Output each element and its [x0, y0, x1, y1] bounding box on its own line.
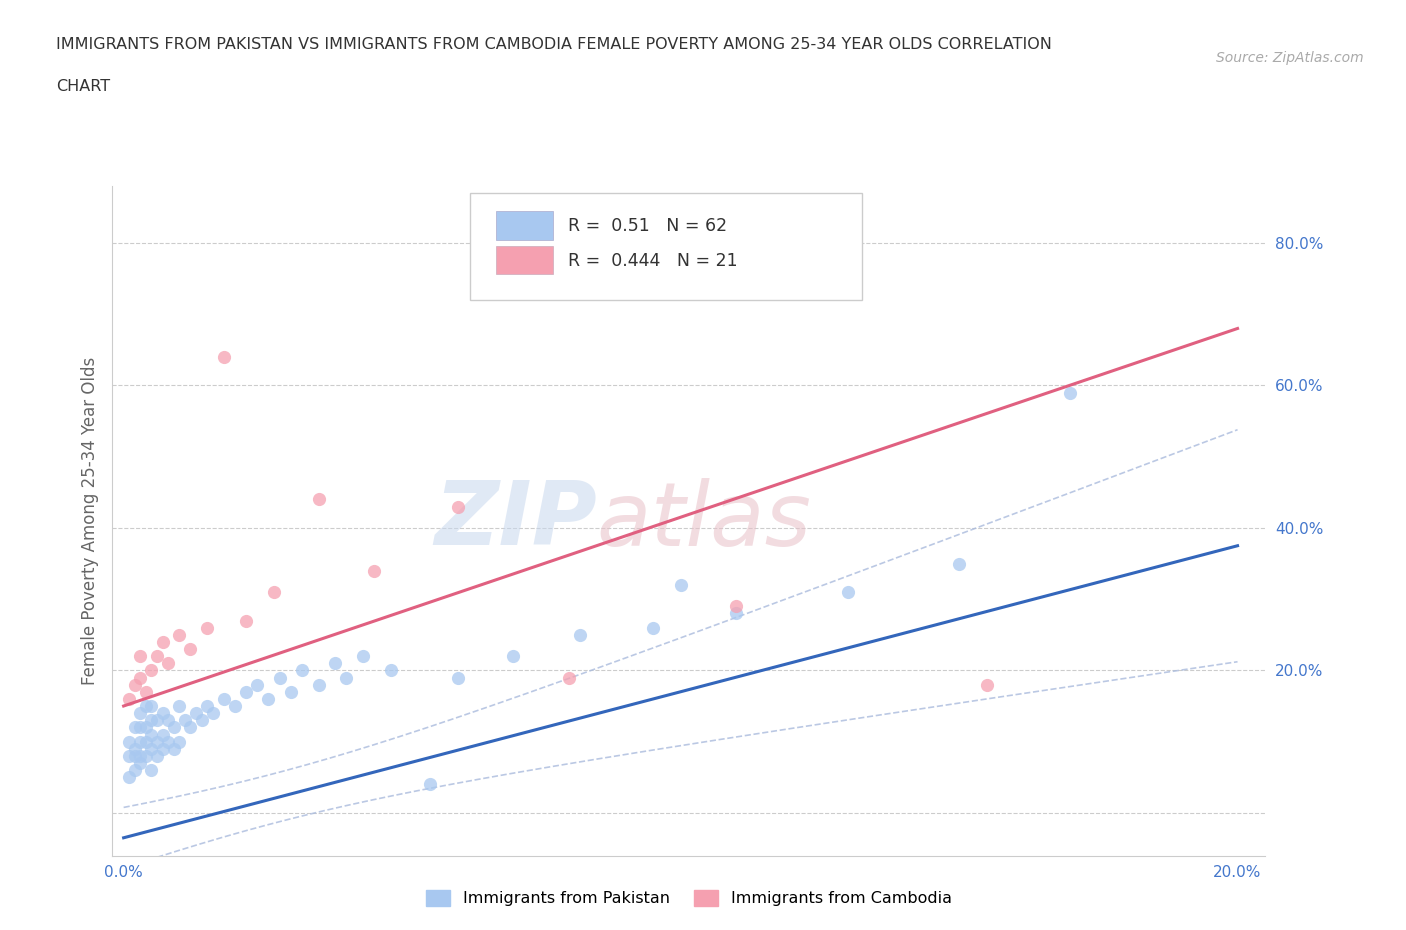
Point — [447, 671, 470, 685]
Point — [195, 620, 218, 635]
Point — [173, 712, 195, 727]
Point — [201, 706, 224, 721]
FancyBboxPatch shape — [470, 193, 862, 299]
Point — [129, 720, 152, 735]
Point — [152, 727, 174, 742]
Point — [308, 492, 330, 507]
Point — [380, 663, 402, 678]
Point — [141, 727, 163, 742]
Point — [129, 755, 152, 770]
Point — [157, 734, 180, 749]
Point — [152, 634, 174, 649]
Point — [124, 720, 146, 735]
Point — [118, 691, 141, 706]
Point — [224, 698, 246, 713]
Point — [124, 749, 146, 764]
Point — [124, 741, 146, 756]
Text: IMMIGRANTS FROM PAKISTAN VS IMMIGRANTS FROM CAMBODIA FEMALE POVERTY AMONG 25-34 : IMMIGRANTS FROM PAKISTAN VS IMMIGRANTS F… — [56, 37, 1052, 52]
Point — [246, 677, 269, 692]
Point — [124, 677, 146, 692]
Point — [269, 671, 291, 685]
Point — [141, 741, 163, 756]
Point — [1059, 385, 1081, 400]
Point — [179, 720, 201, 735]
Point — [447, 499, 470, 514]
Point — [184, 706, 207, 721]
Point — [323, 656, 346, 671]
Point — [163, 741, 186, 756]
Point — [146, 749, 169, 764]
Point — [152, 706, 174, 721]
Point — [141, 698, 163, 713]
Point — [669, 578, 692, 592]
Point — [558, 671, 581, 685]
Text: R =  0.444   N = 21: R = 0.444 N = 21 — [568, 252, 738, 270]
Point — [129, 734, 152, 749]
Point — [169, 628, 191, 643]
Point — [157, 656, 180, 671]
Text: R =  0.51   N = 62: R = 0.51 N = 62 — [568, 218, 727, 235]
Point — [725, 599, 748, 614]
Point — [235, 613, 257, 628]
FancyBboxPatch shape — [496, 246, 553, 274]
Point — [837, 585, 859, 600]
Point — [141, 663, 163, 678]
Point — [135, 720, 157, 735]
Point — [257, 691, 280, 706]
Point — [157, 712, 180, 727]
Point — [235, 684, 257, 699]
Point — [146, 649, 169, 664]
Point — [363, 564, 385, 578]
Point — [352, 649, 374, 664]
Point — [141, 763, 163, 777]
Legend: Immigrants from Pakistan, Immigrants from Cambodia: Immigrants from Pakistan, Immigrants fro… — [420, 884, 957, 912]
Point — [335, 671, 357, 685]
Point — [725, 606, 748, 621]
Point — [129, 649, 152, 664]
Point — [163, 720, 186, 735]
Text: ZIP: ZIP — [434, 477, 596, 565]
Point — [948, 556, 970, 571]
Point — [135, 734, 157, 749]
Point — [212, 350, 235, 365]
Y-axis label: Female Poverty Among 25-34 Year Olds: Female Poverty Among 25-34 Year Olds — [80, 357, 98, 684]
Text: Source: ZipAtlas.com: Source: ZipAtlas.com — [1216, 51, 1364, 65]
Point — [118, 749, 141, 764]
Point — [308, 677, 330, 692]
Text: atlas: atlas — [596, 478, 811, 564]
Point — [291, 663, 314, 678]
Point — [135, 684, 157, 699]
Point — [141, 712, 163, 727]
FancyBboxPatch shape — [496, 211, 553, 240]
Point — [135, 698, 157, 713]
Point — [641, 620, 664, 635]
Point — [179, 642, 201, 657]
Point — [129, 749, 152, 764]
Point — [169, 698, 191, 713]
Point — [129, 706, 152, 721]
Point — [169, 734, 191, 749]
Point — [152, 741, 174, 756]
Point — [146, 712, 169, 727]
Point — [118, 770, 141, 785]
Point — [976, 677, 998, 692]
Point — [280, 684, 302, 699]
Point — [118, 734, 141, 749]
Point — [190, 712, 212, 727]
Point — [419, 777, 441, 791]
Point — [124, 763, 146, 777]
Point — [212, 691, 235, 706]
Point — [129, 671, 152, 685]
Point — [502, 649, 524, 664]
Point — [569, 628, 592, 643]
Text: CHART: CHART — [56, 79, 110, 94]
Point — [263, 585, 285, 600]
Point — [135, 749, 157, 764]
Point — [195, 698, 218, 713]
Point — [146, 734, 169, 749]
